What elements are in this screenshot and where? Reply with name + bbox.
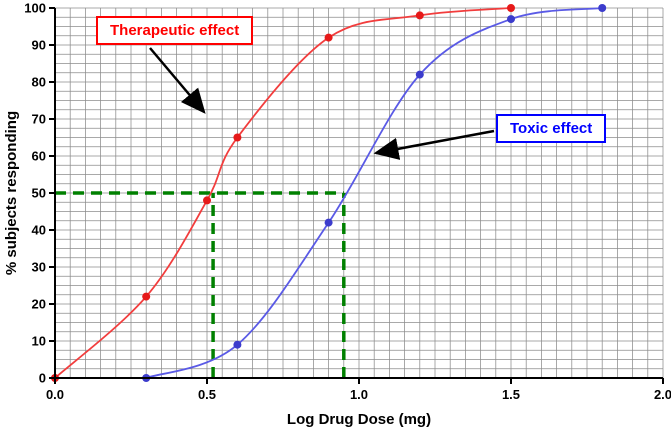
x-tick-label: 1.0 — [350, 387, 368, 402]
x-tick-label: 2.0 — [654, 387, 671, 402]
therapeutic-effect-label: Therapeutic effect — [96, 16, 254, 45]
series-therapeutic-effect — [51, 4, 515, 382]
data-point — [415, 11, 424, 20]
data-point — [507, 4, 515, 12]
x-tick-label: 0.0 — [46, 387, 64, 402]
y-tick-label: 20 — [32, 297, 46, 312]
data-point — [415, 70, 424, 79]
y-tick-label: 10 — [32, 334, 46, 349]
data-point — [233, 340, 242, 349]
x-tick-label: 1.5 — [502, 387, 520, 402]
data-point — [233, 133, 242, 142]
y-tick-label: 100 — [24, 1, 46, 16]
data-point — [142, 292, 151, 301]
y-tick-label: 70 — [32, 112, 46, 127]
y-tick-label: 90 — [32, 38, 46, 53]
data-point — [507, 15, 515, 24]
y-tick-label: 80 — [32, 75, 46, 90]
y-tick-label: 0 — [39, 371, 46, 386]
ed50-td50-reference-lines — [55, 191, 346, 378]
toxic-arrow — [373, 129, 495, 160]
data-point — [598, 4, 607, 12]
y-tick-label: 40 — [32, 223, 46, 238]
y-tick-label: 50 — [32, 186, 46, 201]
toxic-effect-label: Toxic effect — [496, 114, 607, 143]
data-point — [324, 218, 333, 227]
x-axis-title: Log Drug Dose (mg) — [287, 411, 431, 428]
data-point — [203, 196, 211, 205]
data-point — [324, 33, 333, 42]
therapeutic-arrow — [149, 47, 206, 114]
tick-labels: 0.0 0.5 1.0 1.5 2.0 0 10 20 30 40 50 60 70 80 90 100 — [24, 1, 671, 403]
x-tick-label: 0.5 — [198, 387, 216, 402]
y-axis-title: % subjects responding — [3, 111, 20, 275]
y-tick-label: 60 — [32, 149, 46, 164]
y-tick-label: 30 — [32, 260, 46, 275]
